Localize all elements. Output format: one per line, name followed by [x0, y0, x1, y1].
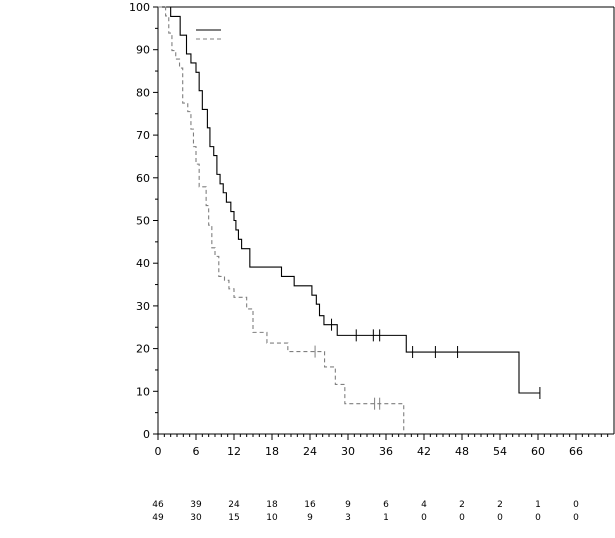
y-tick-label: 40 — [136, 257, 150, 270]
risk-count: 0 — [421, 513, 427, 523]
risk-count: 18 — [266, 500, 278, 510]
y-tick-label: 0 — [143, 428, 150, 441]
risk-count: 46 — [152, 500, 164, 510]
x-tick-label: 6 — [193, 445, 200, 458]
risk-count: 9 — [307, 513, 313, 523]
risk-count: 0 — [573, 500, 579, 510]
risk-count: 0 — [497, 513, 503, 523]
x-tick-label: 60 — [531, 445, 545, 458]
x-tick-label: 0 — [155, 445, 162, 458]
y-tick-label: 50 — [136, 215, 150, 228]
y-tick-label: 10 — [136, 385, 150, 398]
risk-count: 0 — [573, 513, 579, 523]
risk-count: 15 — [228, 513, 239, 523]
legend — [196, 29, 221, 40]
x-tick-label: 42 — [417, 445, 431, 458]
risk-count: 10 — [266, 513, 278, 523]
chart-axes: 0 10 20 30 40 50 60 70 80 90 100 0 6 12 18 24 30 36 42 48 54… — [129, 1, 615, 458]
x-tick-label: 66 — [569, 445, 583, 458]
risk-count: 39 — [190, 500, 202, 510]
risk-count: 16 — [304, 500, 316, 510]
risk-count: 4 — [421, 500, 427, 510]
risk-count: 49 — [152, 513, 164, 523]
y-tick-label: 100 — [129, 1, 150, 14]
risk-count: 24 — [228, 500, 240, 510]
risk-count: 0 — [535, 513, 541, 523]
y-tick-label: 30 — [136, 300, 150, 313]
risk-count: 0 — [459, 513, 465, 523]
y-tick-label: 20 — [136, 343, 150, 356]
risk-count: 3 — [345, 513, 351, 523]
risk-count: 6 — [383, 500, 389, 510]
x-tick-label: 18 — [265, 445, 279, 458]
risk-count: 30 — [190, 513, 202, 523]
risk-count: 9 — [345, 500, 351, 510]
x-tick-label: 24 — [303, 445, 317, 458]
risk-count: 1 — [535, 500, 541, 510]
number-at-risk-table: 46 39 24 18 16 9 6 4 2 2 1 049 30 15 10 9 3 1 0 0 0 0 0 — [152, 500, 579, 523]
x-tick-label: 54 — [493, 445, 507, 458]
x-tick-label: 36 — [379, 445, 393, 458]
risk-count: 1 — [383, 513, 389, 523]
y-tick-label: 60 — [136, 172, 150, 185]
risk-count: 2 — [459, 500, 465, 510]
plot-area — [158, 6, 541, 434]
x-tick-label: 48 — [455, 445, 469, 458]
risk-count: 2 — [497, 500, 503, 510]
x-tick-label: 30 — [341, 445, 355, 458]
survival-curve-1 — [158, 6, 540, 394]
y-tick-label: 90 — [136, 44, 150, 57]
y-tick-label: 70 — [136, 129, 150, 142]
y-tick-label: 80 — [136, 86, 150, 99]
survival-curve-2 — [158, 6, 405, 434]
x-tick-label: 12 — [227, 445, 241, 458]
